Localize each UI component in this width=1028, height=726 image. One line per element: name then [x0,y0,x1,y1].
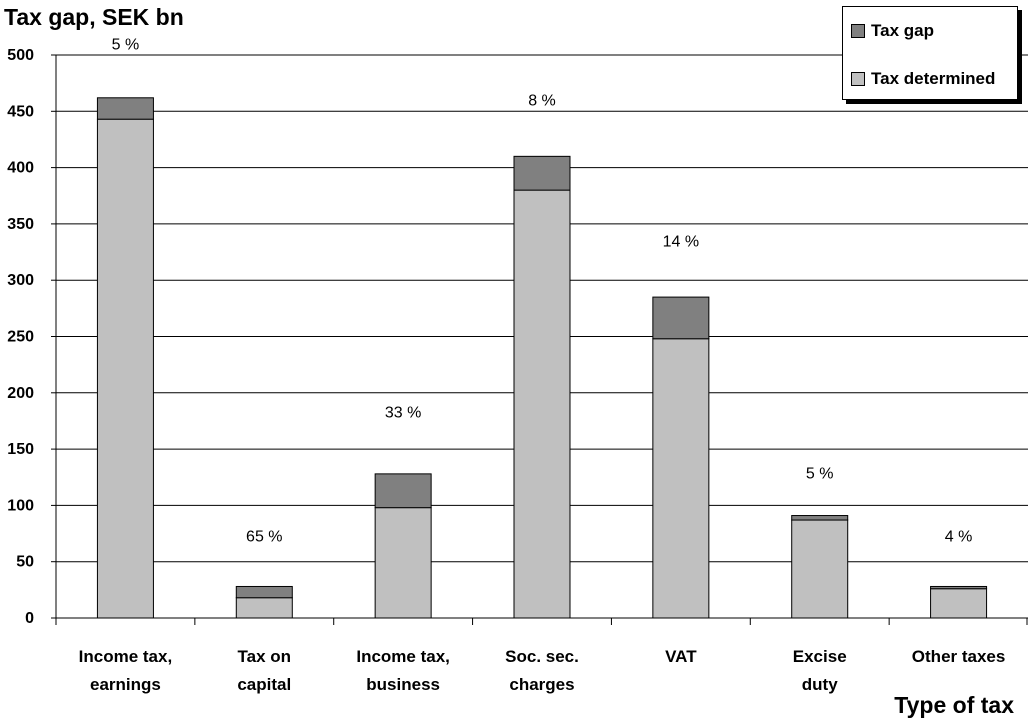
y-tick-label: 0 [25,610,34,627]
y-tick-label: 500 [7,47,34,64]
x-axis-title: Type of tax [894,692,1014,718]
x-tick-label: duty [802,675,838,694]
gap-share-label: 14 % [663,233,699,250]
gap-share-label: 5 % [806,465,834,482]
gap-share-label: 4 % [945,528,973,545]
legend-swatch-tax-determined [851,72,865,86]
y-tick-label: 50 [16,554,34,571]
gap-share-label: 65 % [246,528,282,545]
y-tick-label: 250 [7,329,34,346]
y-tick-label: 200 [7,385,34,402]
x-tick-label: Tax on [238,647,292,666]
x-tick-label: Other taxes [912,647,1006,666]
y-tick-label: 100 [7,497,34,514]
x-tick-label: VAT [665,647,697,666]
bar-tax-gap [652,296,710,340]
x-tick-label: Income tax, [79,647,173,666]
bar-tax-gap [791,515,849,521]
y-tick-label: 450 [7,103,34,120]
x-tick-label: Income tax, [356,647,450,666]
y-tick-label: 400 [7,160,34,177]
bar-tax-determined [235,597,293,619]
y-tick-label: 150 [7,441,34,458]
bar-tax-gap [930,585,988,590]
x-tick-label: Soc. sec. [505,647,579,666]
legend-label-tax-determined: Tax determined [871,69,996,88]
x-tick-label: Excise [793,647,847,666]
chart-legend: Tax gap Tax determined [842,6,1018,100]
x-tick-label: charges [509,675,574,694]
legend-label-tax-gap: Tax gap [871,21,934,40]
gap-share-label: 5 % [112,36,140,53]
legend-item-tax-determined: Tax determined [851,69,995,89]
bar-tax-determined [96,118,154,619]
y-tick-label: 300 [7,272,34,289]
bar-tax-determined [652,338,710,619]
gap-share-label: 8 % [528,93,556,110]
y-tick-label: 350 [7,216,34,233]
legend-item-tax-gap: Tax gap [851,21,934,41]
bar-tax-gap [96,97,154,120]
bar-tax-gap [235,585,293,599]
bar-tax-determined [791,519,849,619]
gap-share-label: 33 % [385,405,421,422]
x-tick-label: business [366,675,440,694]
x-tick-label: capital [237,675,291,694]
bar-tax-determined [513,189,571,619]
legend-swatch-tax-gap [851,24,865,38]
bar-tax-gap [374,473,432,509]
x-tick-label: earnings [90,675,161,694]
y-axis-title: Tax gap, SEK bn [4,4,184,30]
bar-tax-gap [513,155,571,191]
bar-tax-determined [374,507,432,619]
bar-tax-determined [930,588,988,619]
